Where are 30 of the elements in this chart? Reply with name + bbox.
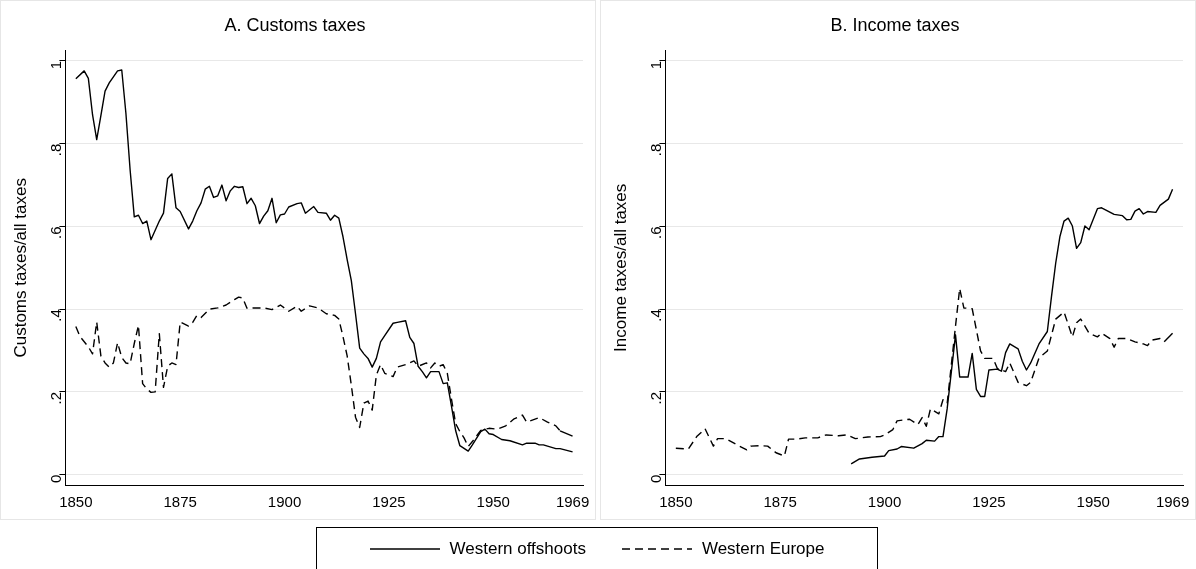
x-tick-label: 1925: [372, 493, 406, 511]
y-axis-title: Customs taxes/all taxes: [10, 178, 30, 358]
y-tick-label: .6: [46, 226, 64, 239]
chart-title: B. Income taxes: [830, 14, 960, 35]
x-tick-label: 1900: [267, 493, 302, 511]
legend-label: Western offshoots: [449, 538, 586, 559]
x-tick-label: 1850: [59, 493, 93, 511]
y-tick-label: .8: [46, 143, 64, 157]
y-tick-label: 1: [646, 60, 664, 70]
legend-label: Western Europe: [701, 538, 825, 559]
y-tick-label: .8: [646, 143, 664, 157]
x-tick-label: 1969: [555, 493, 590, 511]
y-tick-label: 0: [46, 474, 64, 483]
x-tick-label: 1950: [476, 493, 510, 511]
y-tick-label: .2: [46, 391, 64, 405]
chart-title: A. Customs taxes: [224, 14, 366, 35]
y-tick-label: .4: [46, 309, 64, 322]
x-tick-label: 1875: [763, 493, 797, 511]
x-tick-label: 1900: [867, 493, 902, 511]
y-tick-label: .6: [646, 226, 664, 239]
y-tick-label: .4: [646, 309, 664, 322]
x-tick-label: 1925: [972, 493, 1006, 511]
y-tick-label: 1: [46, 60, 64, 70]
x-tick-label: 1875: [163, 493, 197, 511]
x-tick-label: 1950: [1076, 493, 1110, 511]
x-tick-label: 1969: [1155, 493, 1190, 511]
y-axis-title: Income taxes/all taxes: [610, 183, 630, 352]
y-tick-label: 0: [646, 474, 664, 483]
y-tick-label: .2: [646, 391, 664, 405]
x-tick-label: 1850: [659, 493, 693, 511]
